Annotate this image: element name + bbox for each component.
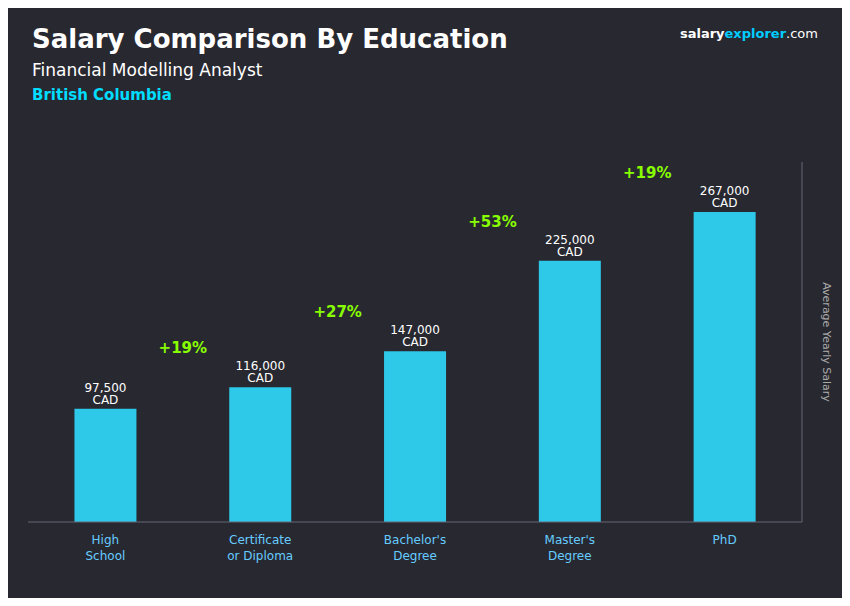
svg-text:116,000CAD: 116,000CAD [235,359,285,385]
svg-text:Bachelor'sDegree: Bachelor'sDegree [384,533,446,563]
html-text:British Columbia: British Columbia [32,86,172,104]
svg-text:97,500CAD: 97,500CAD [84,381,126,407]
html-text:salary explorer.com: salary explorer.com [679,26,818,41]
svg-text:267,000CAD: 267,000CAD [700,184,750,210]
svg-text:Master'sDegree: Master'sDegree [545,533,596,563]
svg-text:+53%: +53% [468,213,516,231]
svg-text:+19%: +19% [623,164,671,182]
svg-text:Certificateor Diploma: Certificateor Diploma [227,533,293,563]
svg-text:+19%: +19% [159,339,207,357]
svg-text:Average Yearly Salary: Average Yearly Salary [820,282,833,402]
svg-text:225,000CAD: 225,000CAD [545,233,595,259]
html-text:Salary Comparison By Education: Salary Comparison By Education [32,24,508,54]
svg-text:HighSchool: HighSchool [85,533,125,563]
svg-text:147,000CAD: 147,000CAD [390,323,440,349]
svg-text:PhD: PhD [713,533,737,547]
html-text:Financial Modelling Analyst: Financial Modelling Analyst [32,60,263,80]
svg-text:+27%: +27% [313,303,361,321]
